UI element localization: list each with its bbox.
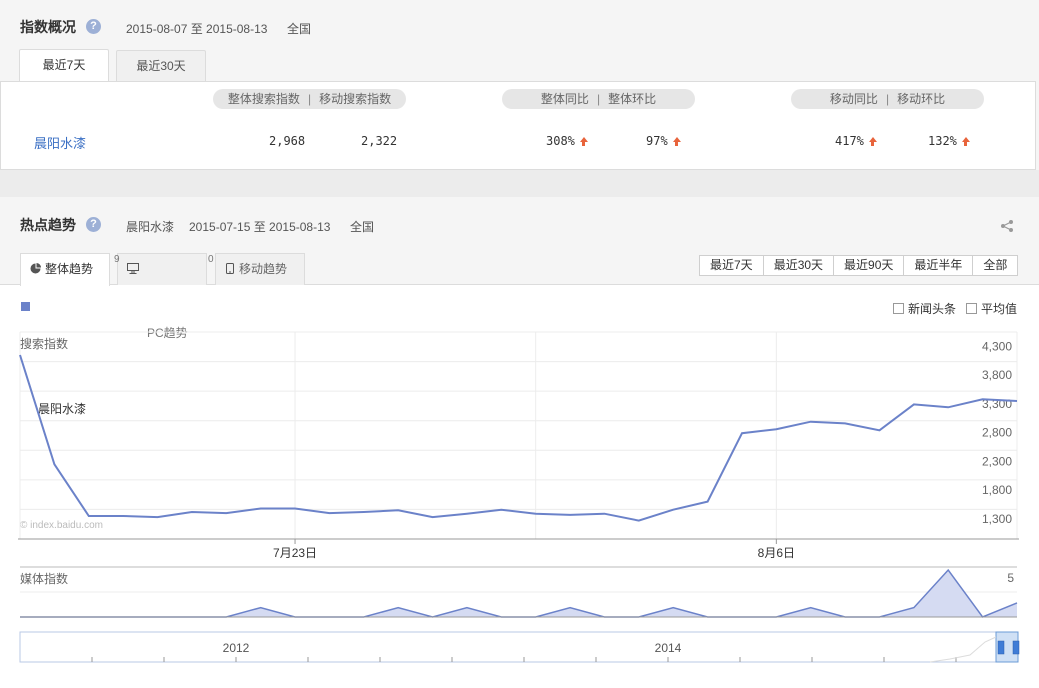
keyword-link[interactable]: 晨阳水漆 xyxy=(34,136,87,151)
trend-keyword: 晨阳水漆 xyxy=(126,220,175,234)
y-tick-label: 1,800 xyxy=(982,483,1012,497)
header-mobile-mom: 移动环比 xyxy=(897,92,946,106)
header-overall-compare: 整体同比 | 整体环比 xyxy=(502,89,695,109)
mobile-mom-value: 132% xyxy=(928,134,957,148)
y-tick-label: 1,300 xyxy=(982,512,1012,526)
summary-table: 整体搜索指数 | 移动搜索指数 整体同比 | 整体环比 移动同比 | 移动环比 晨阳水漆 2… xyxy=(0,81,1036,170)
tab-mobile-trend-label: 移动趋势 xyxy=(239,262,288,276)
trend-title: 热点趋势 xyxy=(20,217,76,233)
header-overall-search: 整体搜索指数 xyxy=(227,92,300,106)
header-search-index: 整体搜索指数 | 移动搜索指数 xyxy=(213,89,406,109)
tab-last-7-days[interactable]: 最近7天 xyxy=(19,49,109,82)
up-arrow-icon xyxy=(868,137,877,146)
header-separator: | xyxy=(885,92,890,106)
mobile-mom-cell: 132% xyxy=(928,134,970,148)
overview-title: 指数概况 xyxy=(20,19,76,35)
range-last-half-year[interactable]: 最近半年 xyxy=(904,256,974,275)
range-last-7-days[interactable]: 最近7天 xyxy=(700,256,764,275)
pie-chart-icon xyxy=(30,263,41,274)
overall-yoy-cell: 308% xyxy=(546,134,588,148)
overall-mom-cell: 97% xyxy=(646,134,681,148)
tab-overall-trend-label: 整体趋势 xyxy=(45,262,94,276)
overall-yoy-value: 308% xyxy=(546,134,575,148)
time-range-selector: 最近7天 最近30天 最近90天 最近半年 全部 xyxy=(699,255,1019,276)
overall-mom-value: 97% xyxy=(646,134,668,148)
header-mobile-compare: 移动同比 | 移动环比 xyxy=(791,89,984,109)
search-index-axis-label: 搜索指数 xyxy=(20,337,69,351)
share-icon[interactable] xyxy=(1000,219,1014,233)
media-index-axis-label: 媒体指数 xyxy=(20,572,69,586)
average-toggle[interactable]: 平均值 xyxy=(966,300,1017,317)
header-mobile-yoy: 移动同比 xyxy=(829,92,878,106)
trend-region: 全国 xyxy=(350,220,375,234)
header-overall-mom: 整体环比 xyxy=(608,92,657,106)
navigator-year-label: 2014 xyxy=(655,641,682,655)
x-tick-label: 7月23日 xyxy=(273,546,317,560)
range-last-30-days[interactable]: 最近30天 xyxy=(764,256,835,275)
range-last-90-days[interactable]: 最近90天 xyxy=(834,256,905,275)
media-index-series-line xyxy=(20,568,1018,618)
range-handle-icon xyxy=(1012,640,1020,655)
range-handle-icon xyxy=(997,640,1005,655)
x-tick-label: 8月6日 xyxy=(758,546,795,560)
trend-date-range: 2015-07-15 至 2015-08-13 xyxy=(189,220,331,234)
y-tick-label: 2,800 xyxy=(982,426,1012,440)
up-arrow-icon xyxy=(672,137,681,146)
up-arrow-icon xyxy=(579,137,588,146)
hot-trend-panel: 热点趋势 ? 晨阳水漆 2015-07-15 至 2015-08-13 全国 整… xyxy=(0,197,1039,688)
trend-chart: 4,3003,8003,3002,8002,3001,8001,3007月23日… xyxy=(18,331,1020,663)
y-tick-label: 3,800 xyxy=(982,368,1012,382)
news-headline-toggle[interactable]: 新闻头条 xyxy=(893,300,956,317)
overview-region: 全国 xyxy=(287,22,312,36)
news-headline-label: 新闻头条 xyxy=(908,302,957,316)
header-separator: | xyxy=(596,92,601,106)
trend-header: 热点趋势 ? 晨阳水漆 2015-07-15 至 2015-08-13 全国 整… xyxy=(0,197,1039,286)
header-separator: | xyxy=(307,92,312,106)
navigator-year-label: 2012 xyxy=(223,641,250,655)
y-tick-label: 2,300 xyxy=(982,454,1012,468)
mobile-search-value: 2,322 xyxy=(361,134,398,148)
monitor-icon xyxy=(127,263,139,274)
header-mobile-search: 移动搜索指数 xyxy=(319,92,392,106)
mobile-icon xyxy=(226,263,234,274)
tab-overflow-fragment: 0 xyxy=(208,254,214,265)
average-label: 平均值 xyxy=(981,302,1018,316)
pc-trend-tooltip: PC趋势 xyxy=(147,326,188,340)
checkbox-icon[interactable] xyxy=(893,303,904,314)
series-label: 晨阳水漆 xyxy=(38,402,87,416)
overview-date-range: 2015-08-07 至 2015-08-13 xyxy=(126,22,268,36)
up-arrow-icon xyxy=(961,137,970,146)
tab-pc-trend[interactable] xyxy=(117,253,207,285)
mobile-yoy-value: 417% xyxy=(835,134,864,148)
range-navigator-frame xyxy=(19,631,1018,663)
y-tick-label: 4,300 xyxy=(982,339,1012,353)
tab-mobile-trend[interactable]: 移动趋势 xyxy=(215,253,305,285)
tab-overflow-fragment: 9 xyxy=(114,254,120,265)
help-icon[interactable]: ? xyxy=(86,19,101,34)
mobile-yoy-cell: 417% xyxy=(835,134,877,148)
search-index-series-line xyxy=(19,354,1018,522)
navigator-mini-series xyxy=(929,636,997,663)
legend-swatch[interactable] xyxy=(21,302,30,311)
index-overview-panel: 指数概况 ? 2015-08-07 至 2015-08-13 全国 最近7天 最… xyxy=(0,0,1039,170)
checkbox-icon[interactable] xyxy=(966,303,977,314)
header-overall-yoy: 整体同比 xyxy=(540,92,589,106)
help-icon[interactable]: ? xyxy=(86,217,101,232)
watermark: © index.baidu.com xyxy=(20,520,103,531)
tab-overall-trend[interactable]: 整体趋势 xyxy=(20,253,110,286)
media-index-area xyxy=(20,570,1017,617)
range-all[interactable]: 全部 xyxy=(983,258,1008,272)
media-y-tick-label: 5 xyxy=(1007,571,1014,585)
tab-last-30-days[interactable]: 最近30天 xyxy=(116,50,206,82)
overall-search-value: 2,968 xyxy=(269,134,306,148)
